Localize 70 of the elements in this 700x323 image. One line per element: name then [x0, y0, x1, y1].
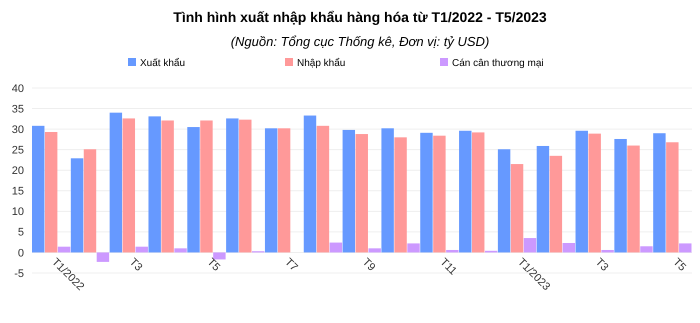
- bar: [84, 149, 96, 252]
- bar: [122, 118, 136, 252]
- bar: [174, 248, 187, 252]
- y-tick-label: 30: [12, 124, 24, 136]
- bar: [368, 248, 381, 252]
- bar: [459, 130, 472, 252]
- x-tick-label: T5: [204, 256, 222, 274]
- y-tick-label: 10: [12, 206, 24, 218]
- bar: [187, 127, 200, 252]
- bar: [627, 146, 640, 252]
- bar: [562, 242, 576, 252]
- y-tick-label: 15: [12, 186, 24, 198]
- bar: [394, 137, 407, 252]
- bar: [446, 250, 459, 252]
- bar: [278, 128, 290, 252]
- bar: [316, 126, 330, 252]
- y-tick-label: 40: [12, 82, 24, 95]
- bar: [666, 142, 679, 252]
- bar: [264, 128, 278, 252]
- bar: [381, 128, 394, 252]
- y-tick-label: 20: [12, 165, 24, 178]
- bar: [498, 149, 510, 252]
- bar: [96, 252, 110, 262]
- legend-label: Xuất khẩu: [140, 57, 186, 69]
- bar: [601, 250, 614, 252]
- bar: [239, 120, 252, 252]
- bar: [200, 120, 213, 252]
- legend-label: Nhập khẩu: [297, 57, 346, 69]
- bar: [342, 130, 356, 252]
- x-tick-label: T7: [282, 256, 300, 274]
- x-tick-label: T3: [126, 256, 145, 274]
- bar: [226, 118, 239, 252]
- bar: [588, 134, 601, 252]
- chart-subtitle: (Nguồn: Tổng cục Thống kê, Đơn vị: tỷ USD): [230, 34, 490, 49]
- y-tick-label: 5: [18, 226, 24, 239]
- bar: [510, 164, 524, 252]
- y-tick-label: 35: [12, 103, 24, 116]
- bar: [44, 132, 58, 252]
- bar: [614, 138, 627, 252]
- bar: [110, 112, 122, 252]
- bar: [304, 116, 316, 252]
- bar: [640, 246, 653, 252]
- bar: [420, 132, 433, 252]
- chart-title: Tình hình xuất nhập khẩu hàng hóa từ T1/2022 - T5/2023: [173, 9, 547, 25]
- bar: [161, 120, 174, 252]
- legend-label: Cán cân thương mại: [452, 58, 544, 69]
- bar: [356, 134, 368, 252]
- x-tick-label: T3: [592, 256, 610, 274]
- bar: [213, 252, 226, 260]
- bar: [70, 158, 84, 252]
- y-tick-label: 0: [18, 247, 24, 260]
- bar: [550, 156, 562, 252]
- bar: [32, 126, 44, 252]
- bar: [433, 136, 446, 252]
- bar: [472, 132, 484, 252]
- bar: [148, 116, 161, 252]
- bar: [653, 133, 666, 252]
- bar: [407, 243, 420, 252]
- bar: [536, 146, 550, 252]
- bar: [679, 243, 692, 252]
- bar: [58, 246, 70, 252]
- y-tick-label: -5: [14, 268, 24, 280]
- x-tick-label: T9: [360, 256, 378, 274]
- y-tick-label: 25: [12, 144, 24, 157]
- x-tick-label: T5: [670, 256, 688, 274]
- bar: [136, 246, 148, 252]
- bar: [576, 130, 588, 252]
- x-tick-label: T11: [438, 256, 459, 278]
- bar: [524, 238, 536, 252]
- bar: [330, 242, 342, 252]
